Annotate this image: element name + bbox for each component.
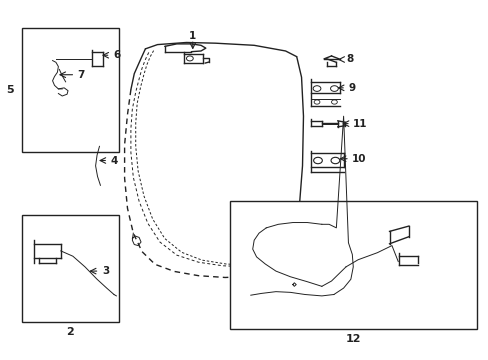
Text: 6: 6 (113, 50, 120, 60)
Text: 9: 9 (348, 83, 355, 93)
Bar (22, 28, 119, 152)
Text: 11: 11 (352, 119, 367, 129)
Text: 12: 12 (345, 334, 360, 344)
Text: 5: 5 (6, 85, 14, 95)
Text: 2: 2 (66, 327, 74, 337)
Text: 1: 1 (189, 31, 196, 41)
Text: 4: 4 (110, 156, 118, 166)
Text: 7: 7 (78, 70, 85, 80)
Bar (229, 201, 476, 329)
Text: 10: 10 (351, 154, 366, 164)
Bar (22, 215, 119, 322)
Text: 3: 3 (102, 266, 109, 276)
Text: 8: 8 (346, 54, 352, 64)
